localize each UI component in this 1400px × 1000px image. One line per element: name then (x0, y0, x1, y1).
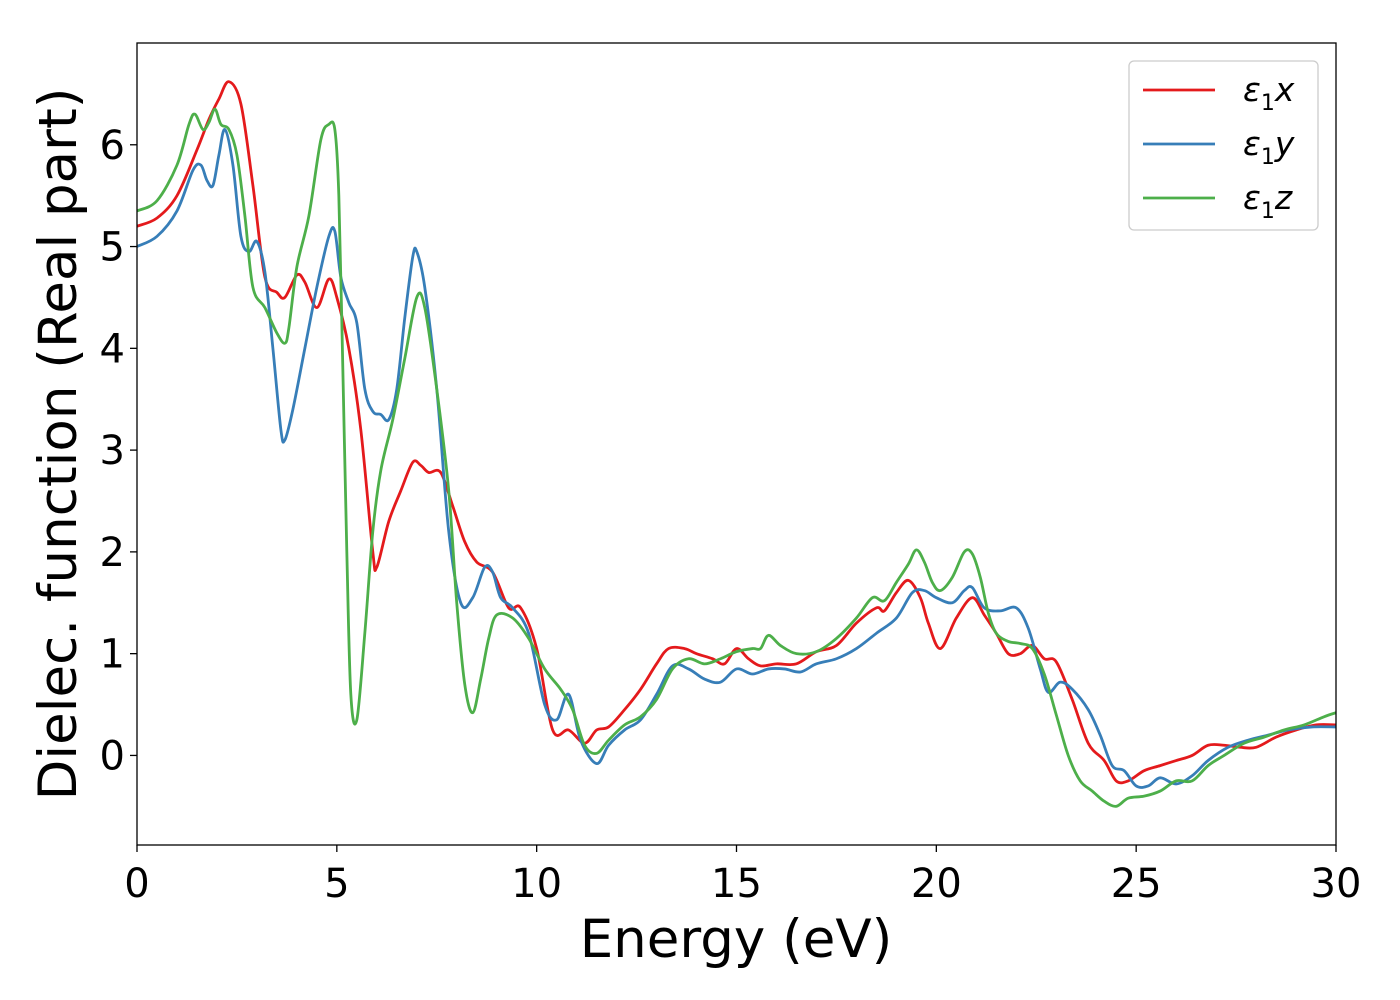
legend-box (1128, 60, 1319, 231)
y-tick-label: 3 (100, 428, 125, 474)
y-tick-label: 2 (100, 530, 125, 576)
series-line-x (137, 80, 1336, 785)
series-layer (137, 80, 1336, 808)
y-tick-label: 5 (100, 225, 125, 271)
y-tick-label: 1 (100, 632, 125, 678)
legend-entry-x: ε1x (1243, 70, 1295, 116)
series-line-y (137, 128, 1336, 789)
x-tick-label: 10 (511, 861, 562, 907)
x-tick-label: 20 (911, 861, 962, 907)
x-tick-label: 15 (711, 861, 762, 907)
x-tick-label: 5 (324, 861, 349, 907)
legend-entry-z: ε1z (1243, 178, 1293, 224)
x-tick-label: 0 (124, 861, 149, 907)
y-axis: 0 1 2 3 4 5 6 (100, 123, 137, 779)
x-tick-label: 25 (1111, 861, 1162, 907)
y-axis-label: Dielec. function (Real part) (28, 88, 89, 801)
y-tick-label: 4 (100, 326, 125, 372)
y-tick-label: 6 (100, 123, 125, 169)
x-axis-label: Energy (eV) (580, 909, 893, 970)
x-tick-label: 30 (1311, 861, 1362, 907)
legend-entry-y: ε1y (1243, 124, 1295, 170)
y-tick-label: 0 (100, 733, 125, 779)
series-line-z (137, 107, 1336, 808)
legend: ε1x ε1y ε1z (1128, 60, 1319, 231)
x-axis: 0 5 10 15 20 25 30 (124, 845, 1361, 907)
